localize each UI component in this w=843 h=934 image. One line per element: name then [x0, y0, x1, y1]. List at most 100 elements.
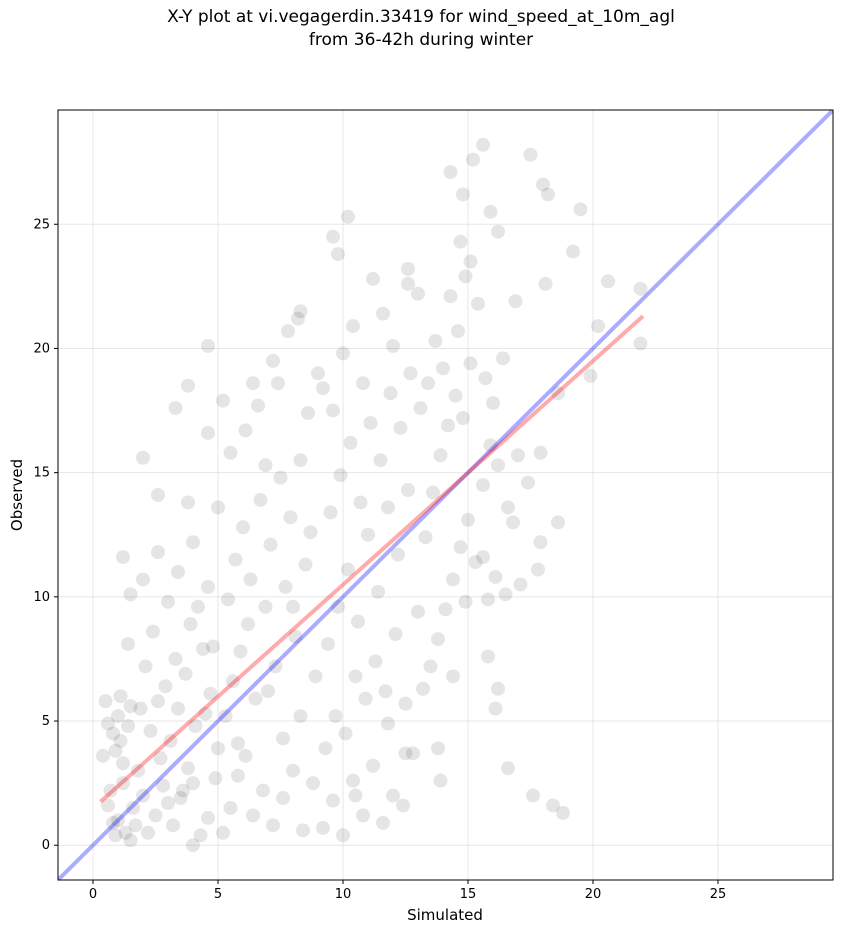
scatter-point — [481, 649, 495, 664]
y-tick-label: 5 — [42, 714, 50, 729]
scatter-point — [291, 311, 305, 326]
scatter-point — [163, 733, 178, 748]
scatter-point — [136, 450, 150, 465]
scatter-point — [326, 793, 340, 808]
scatter-point — [356, 376, 370, 391]
scatter-point — [531, 562, 545, 577]
scatter-point — [103, 783, 118, 798]
scatter-point — [261, 684, 275, 699]
scatter-point — [476, 550, 490, 565]
scatter-point — [326, 403, 340, 418]
scatter-point — [206, 639, 220, 654]
scatter-point — [121, 637, 135, 652]
scatter-point — [508, 294, 523, 309]
scatter-point — [601, 274, 615, 289]
scatter-point — [136, 788, 150, 803]
scatter-point — [328, 709, 343, 724]
scatter-point — [298, 557, 313, 572]
scatter-point — [483, 438, 498, 453]
scatter-point — [216, 825, 230, 840]
scatter-point — [446, 572, 460, 587]
scatter-point — [478, 371, 493, 386]
scatter-point — [346, 773, 360, 788]
scatter-point — [96, 748, 110, 763]
scatter-point — [488, 569, 503, 584]
scatter-point — [566, 244, 580, 259]
x-tick-label: 5 — [214, 887, 222, 902]
scatter-point — [128, 818, 143, 833]
scatter-point — [186, 838, 200, 853]
scatter-point — [356, 808, 370, 823]
scatter-point — [286, 763, 300, 778]
scatter-point — [263, 537, 278, 552]
scatter-point — [296, 823, 310, 838]
scatter-point — [491, 224, 505, 239]
scatter-point — [178, 666, 193, 681]
scatter-point — [208, 771, 223, 786]
scatter-point — [476, 137, 490, 152]
scatter-point — [281, 324, 295, 339]
scatter-point — [366, 271, 380, 286]
chart-title: X-Y plot at vi.vegagerdin.33419 for wind… — [167, 7, 675, 27]
scatter-point — [386, 338, 400, 353]
scatter-point — [401, 276, 415, 291]
scatter-point — [276, 791, 290, 806]
scatter-point — [286, 599, 300, 614]
scatter-point — [166, 818, 180, 833]
x-tick-label: 10 — [335, 887, 352, 902]
scatter-point — [188, 719, 203, 733]
scatter-point — [288, 629, 303, 644]
scatter-point — [343, 435, 358, 450]
scatter-point — [456, 411, 470, 425]
scatter-point — [293, 304, 308, 319]
scatter-point — [193, 828, 208, 843]
scatter-point — [546, 798, 560, 813]
scatter-point — [108, 743, 123, 758]
x-tick-label: 20 — [585, 887, 602, 902]
y-tick-label: 25 — [33, 217, 50, 232]
scatter-point — [98, 694, 113, 709]
x-tick-label: 0 — [89, 887, 97, 902]
scatter-point — [123, 833, 138, 848]
scatter-point — [273, 470, 288, 485]
scatter-point — [591, 319, 605, 334]
scatter-point — [251, 398, 265, 413]
x-axis-label: Simulated — [407, 906, 483, 924]
plot-frame — [57, 109, 834, 881]
scatter-point — [121, 719, 135, 733]
scatter-point — [533, 535, 548, 550]
scatter-point — [536, 177, 550, 192]
scatter-point — [216, 393, 230, 408]
scatter-point — [308, 669, 323, 684]
scatter-point — [396, 798, 410, 813]
scatter-point — [551, 515, 565, 530]
scatter-point — [181, 495, 195, 510]
scatter-point — [398, 696, 413, 711]
chart-subtitle: from 36-42h during winter — [309, 30, 533, 50]
scatter-point — [131, 763, 145, 778]
scatter-point — [151, 694, 165, 709]
scatter-point — [266, 353, 280, 368]
scatter-point — [373, 453, 388, 468]
scatter-point — [196, 642, 210, 656]
scatter-point — [276, 731, 290, 746]
scatter-point — [191, 599, 205, 614]
scatter-point — [491, 681, 505, 696]
scatter-point — [466, 152, 480, 167]
scatter-point — [633, 281, 648, 296]
scatter-point — [423, 659, 438, 674]
scatter-point — [223, 445, 238, 460]
scatter-point — [376, 306, 390, 321]
scatter-point — [161, 796, 175, 810]
scatter-point — [456, 187, 470, 202]
scatter-point — [201, 579, 215, 594]
scatter-point — [556, 805, 570, 820]
scatter-point — [391, 547, 405, 562]
scatter-point — [401, 261, 415, 276]
scatter-point — [123, 699, 138, 714]
scatter-point — [381, 716, 395, 731]
scatter-point — [573, 202, 588, 217]
scatter-point — [346, 319, 360, 334]
scatter-point — [368, 654, 383, 669]
